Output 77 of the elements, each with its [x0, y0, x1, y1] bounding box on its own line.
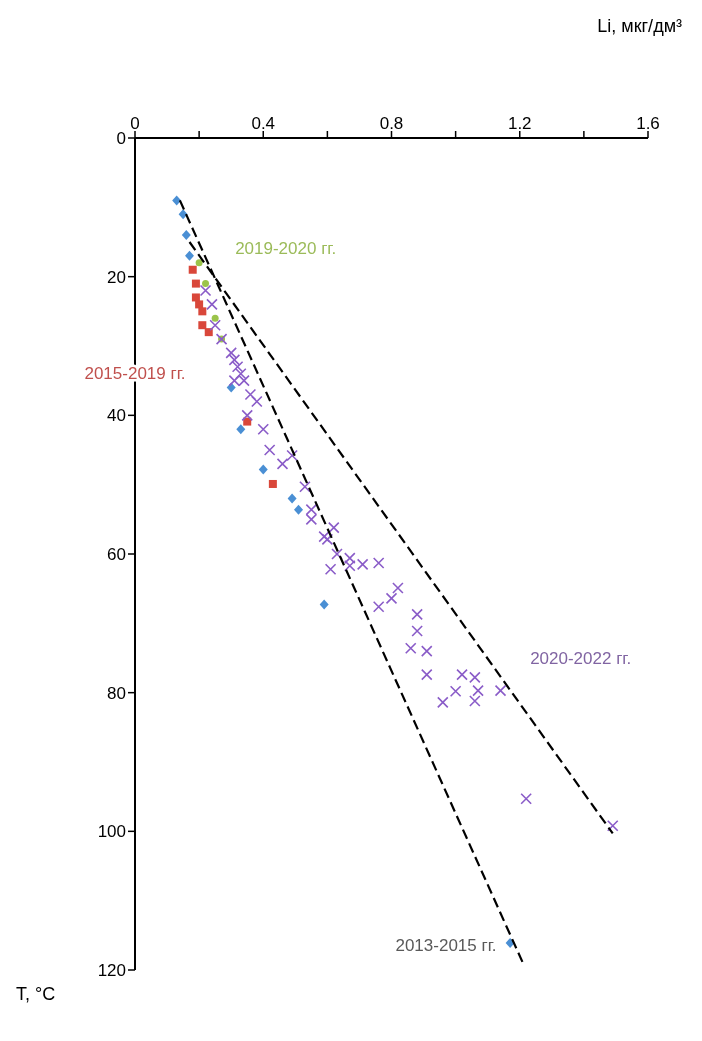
point [191, 279, 200, 288]
point [324, 563, 337, 576]
point [198, 307, 207, 316]
point [178, 209, 188, 220]
point [251, 395, 263, 408]
point [294, 504, 304, 515]
point [202, 280, 210, 288]
point [235, 367, 247, 380]
point [191, 293, 200, 302]
point [318, 530, 330, 543]
y-tick-label: 100 [97, 822, 126, 842]
y-tick-label: 40 [107, 406, 126, 426]
point [204, 328, 213, 337]
point [241, 409, 254, 422]
point [404, 642, 417, 655]
x-tick-label: 0.4 [251, 114, 276, 133]
point [172, 195, 182, 206]
y-tick-label: 120 [97, 961, 126, 981]
point [287, 493, 297, 504]
point [321, 533, 334, 546]
point [257, 423, 270, 435]
point [606, 819, 619, 832]
point [244, 388, 257, 401]
point [494, 684, 507, 697]
x-tick-label: 1.6 [636, 114, 660, 133]
y-tick-label: 20 [107, 267, 126, 287]
point [181, 230, 191, 241]
point [198, 321, 207, 330]
point [195, 300, 204, 309]
point [225, 347, 237, 359]
point [286, 449, 298, 462]
point [211, 314, 219, 322]
point [319, 599, 329, 610]
x-tick-label: 1.2 [507, 114, 532, 133]
point [420, 668, 433, 681]
point [206, 298, 218, 311]
point [372, 600, 385, 613]
point [243, 417, 252, 426]
y-tick-label: 0 [116, 129, 126, 149]
point [188, 265, 197, 274]
point [520, 792, 532, 805]
point [276, 458, 289, 470]
x-axis-title: Li, мкг/дм³ [597, 16, 682, 37]
point [437, 696, 449, 709]
point [268, 479, 277, 488]
series-label: 2019-2020 гг. [235, 239, 337, 259]
point [356, 558, 369, 571]
point [263, 444, 276, 456]
point [420, 645, 433, 657]
point [385, 592, 398, 605]
point [258, 464, 268, 475]
x-tick-label: 0 [130, 114, 140, 133]
point [392, 582, 404, 594]
point [209, 319, 221, 331]
point [411, 625, 423, 637]
point [299, 480, 311, 493]
point [228, 354, 241, 366]
point [231, 361, 244, 373]
point [456, 668, 468, 681]
point [199, 284, 212, 297]
series-label: 2020-2022 гг. [530, 648, 632, 668]
point [331, 548, 343, 560]
point [327, 521, 340, 534]
y-tick-label: 60 [107, 545, 126, 565]
point [411, 608, 423, 621]
point [449, 685, 462, 698]
point [238, 374, 250, 387]
point [372, 557, 385, 569]
point [228, 374, 241, 387]
y-axis-title: T, °C [16, 984, 56, 1005]
point [195, 259, 203, 267]
series-label: 2013-2015 гг. [395, 936, 497, 956]
point [236, 424, 246, 435]
y-tick-label: 80 [107, 683, 126, 703]
x-tick-label: 0.8 [379, 114, 404, 133]
point [469, 671, 481, 684]
point [185, 250, 195, 261]
